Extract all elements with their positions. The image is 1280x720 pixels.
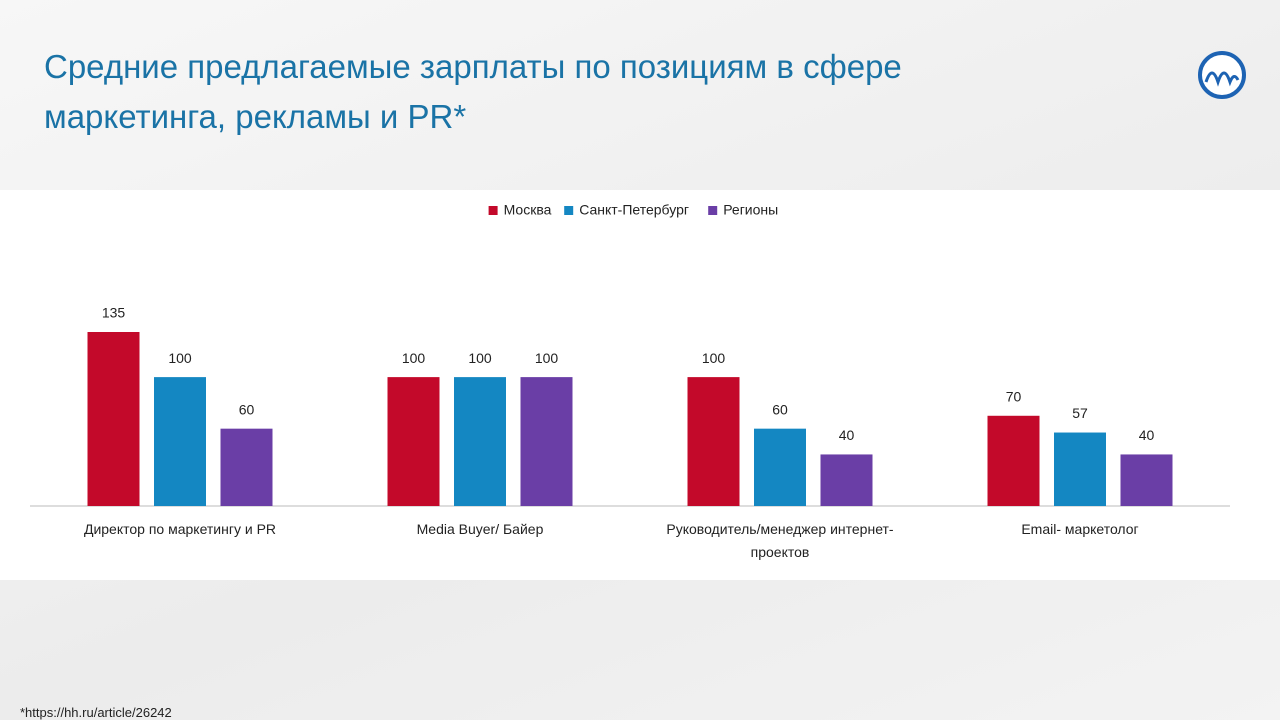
category-label: Руководитель/менеджер интернет-проектов [666, 521, 894, 560]
value-label: 100 [468, 350, 492, 366]
legend-swatch [564, 206, 574, 215]
value-label: 100 [168, 350, 192, 366]
bar [1054, 432, 1106, 506]
value-label: 40 [1139, 427, 1155, 443]
bar [987, 415, 1040, 506]
legend-swatch [708, 206, 718, 215]
value-label: 70 [1006, 388, 1022, 404]
legend-label: Санкт-Петербург [579, 202, 689, 218]
legend-label: Регионы [723, 202, 778, 218]
category-label: Директор по маркетингу и PR [83, 521, 277, 537]
value-label: 40 [839, 427, 855, 443]
bar [454, 377, 506, 506]
bar [154, 377, 206, 506]
value-label: 100 [402, 350, 426, 366]
chart: Москва Санкт-Петербург Регионы 135 100 60 100 1… [30, 202, 1230, 507]
bar [520, 377, 573, 506]
value-label: 60 [772, 401, 788, 417]
legend-label: Москва [504, 202, 552, 218]
bar [220, 428, 273, 506]
value-label: 57 [1072, 405, 1088, 421]
bar [1120, 454, 1173, 506]
legend-swatch [488, 206, 498, 215]
value-label: 135 [102, 305, 126, 321]
value-label: 100 [702, 350, 726, 366]
bar [387, 377, 440, 506]
bar [87, 332, 140, 506]
bar [754, 428, 806, 506]
value-label: 100 [535, 350, 559, 366]
logo-ring [1198, 51, 1246, 99]
bar [687, 377, 740, 506]
chart-panel: Москва Санкт-Петербург Регионы 135 100 60 100 1… [0, 190, 1280, 580]
bar [820, 454, 873, 506]
logo-mark [1204, 71, 1240, 87]
slide-title: Средние предлагаемые зарплаты по позиция… [44, 48, 902, 135]
value-label: 60 [239, 401, 255, 417]
category-label: Email- маркетолог [1021, 521, 1139, 537]
category-label: Media Buyer/ Байер [416, 521, 544, 537]
footnote: *https://hh.ru/article/26242 [20, 705, 172, 720]
